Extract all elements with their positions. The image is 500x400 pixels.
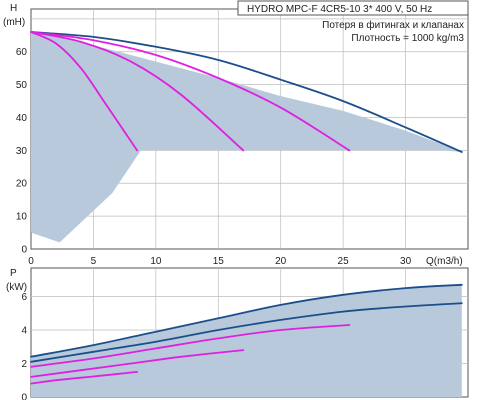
p-curve-a-line (30, 302, 463, 363)
head-ytick-label: 30 (16, 146, 28, 157)
pump-2-line (30, 31, 245, 152)
note-fittings: Потеря в фитингах и клапанах (322, 19, 464, 31)
head-ytick-label: 60 (16, 47, 28, 58)
head-y-ticks: 0 10 20 30 40 50 60 (16, 47, 28, 255)
flow-xtick-label: 15 (213, 256, 225, 267)
head-ytick-label: 10 (16, 212, 28, 223)
pump-3-line (30, 31, 351, 152)
flow-xtick-label: 0 (28, 256, 34, 267)
flow-xtick-label: 5 (91, 256, 97, 267)
power-ylabel-line2: (kW) (6, 282, 27, 293)
power-ytick-label: 6 (21, 292, 27, 303)
power-y-ticks: 0 2 4 6 (21, 292, 27, 400)
head-curve-panel: 0 10 20 30 40 50 60 0 5 10 15 20 25 30 H (mH) Q(m3/h… (3, 0, 469, 267)
head-ytick-label: 50 (16, 80, 28, 91)
flow-xlabel: Q(m3/h) (426, 256, 463, 267)
power-ylabel-line1: P (10, 268, 17, 279)
power-series-group (30, 283, 463, 385)
head-ytick-label: 40 (16, 113, 28, 124)
title-box (237, 0, 469, 16)
chart-title: HYDRO MPC-F 4CR5-10 3* 400 V, 50 Hz (247, 4, 432, 15)
head-envelope-area (31, 30, 462, 243)
head-series-group (30, 31, 463, 153)
head-ytick-label: 0 (21, 245, 27, 256)
flow-xtick-label: 25 (338, 256, 350, 267)
p-pump-1-line (30, 371, 138, 385)
flow-x-ticks: 0 5 10 15 20 25 30 (28, 256, 411, 267)
power-ytick-label: 0 (21, 393, 27, 400)
head-ytick-label: 20 (16, 179, 28, 190)
power-envelope-area (31, 284, 462, 397)
max-curve-line (30, 31, 463, 153)
flow-xtick-label: 20 (275, 256, 287, 267)
p-max-curve-line (30, 283, 463, 358)
power-ytick-label: 2 (21, 359, 27, 370)
head-ylabel-line2: (mH) (3, 17, 25, 28)
head-ylabel-line1: H (10, 3, 17, 14)
power-ytick-label: 4 (21, 326, 27, 337)
p-pump-3-line (30, 324, 351, 368)
flow-xtick-label: 10 (150, 256, 162, 267)
p-pump-2-line (30, 349, 245, 378)
note-density: Плотность = 1000 kg/m3 (351, 33, 464, 44)
pump-1-line (30, 31, 138, 152)
flow-xtick-label: 30 (400, 256, 412, 267)
power-curve-panel: 0 2 4 6 P (kW) (6, 267, 469, 400)
